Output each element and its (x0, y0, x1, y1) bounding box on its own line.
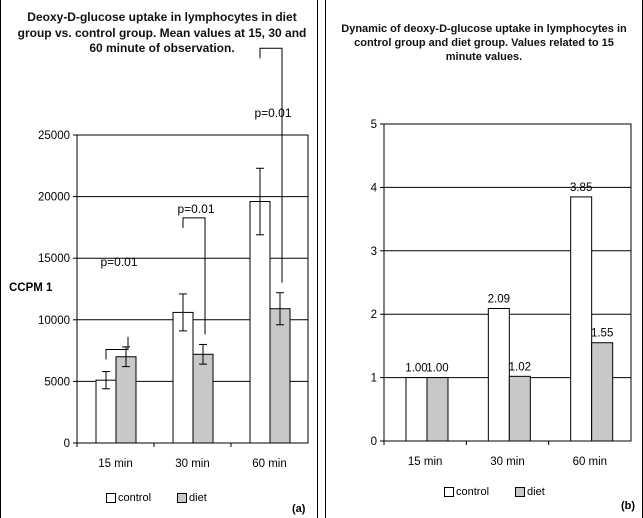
y-tick-label: 0 (371, 436, 377, 448)
data-label: 1.02 (509, 361, 531, 373)
legend-label-control: control (118, 492, 152, 504)
bar-control (570, 196, 593, 442)
x-tick-label: 60 min (252, 458, 287, 470)
legend-item-control: control (106, 492, 151, 504)
legend-swatch-control (106, 493, 116, 503)
chart-title: Deoxy-D-glucose uptake in lymphocytes in… (17, 10, 307, 55)
data-label: 3.85 (570, 182, 592, 194)
panel-b-left-border (325, 0, 326, 518)
x-tick-label: 15 min (98, 458, 133, 470)
legend-swatch-control (444, 487, 454, 497)
legend: control diet (444, 486, 571, 498)
x-tick-label: 30 min (175, 458, 210, 470)
y-axis-label: CCPM 1 (9, 282, 53, 294)
bar-control (487, 307, 510, 442)
panel-tag-a: (a) (292, 503, 306, 515)
legend-swatch-diet (515, 487, 526, 497)
bar-control (95, 379, 117, 444)
data-label: 1.55 (591, 328, 613, 340)
chart-panel-a: Deoxy-D-glucose uptake in lymphocytes in… (0, 0, 318, 518)
y-tick-label: 0 (64, 438, 70, 450)
legend-swatch-diet (177, 493, 188, 503)
legend-label-diet: diet (527, 486, 545, 498)
legend: control diet (106, 492, 233, 504)
y-tick-label: 3 (371, 246, 377, 258)
significance-bracket (259, 47, 283, 283)
bar-diet (269, 308, 291, 444)
y-tick-label: 1 (371, 373, 377, 385)
bar-diet (426, 377, 449, 442)
bar-chart-b: 0 1 2 3 4 5 1.00 2.09 3.85 1.00 1.02 1.55 15 min 30 m… (371, 119, 632, 468)
x-tick-label: 60 min (573, 456, 608, 468)
legend-label-diet: diet (189, 492, 207, 504)
bar-chart-a: 0 5000 10000 15000 20000 25000 p=0.01 p=0.01 p=0… (38, 47, 309, 470)
panel-tag-b: (b) (621, 500, 636, 512)
legend-item-control: control (444, 486, 489, 498)
significance-bracket (182, 217, 206, 335)
y-tick-label: 25000 (38, 130, 70, 142)
chart-title: Dynamic of deoxy-D-glucose uptake in lym… (341, 23, 627, 63)
panel-a-right-border (317, 0, 318, 518)
data-label: 1.00 (405, 363, 427, 375)
legend-label-control: control (456, 486, 490, 498)
y-tick-label: 5 (371, 119, 377, 131)
y-tick-label: 10000 (38, 315, 70, 327)
significance-label: p=0.01 (100, 255, 137, 269)
bar-diet (591, 342, 614, 442)
data-label: 2.09 (488, 293, 510, 305)
y-tick-label: 4 (371, 182, 378, 194)
y-tick-label: 15000 (38, 253, 70, 265)
legend-item-diet: diet (177, 492, 207, 504)
significance-label: p=0.01 (177, 202, 214, 216)
bar-diet (192, 353, 214, 444)
x-tick-label: 30 min (490, 456, 525, 468)
bar-control (249, 201, 271, 444)
panel-a-left-border (0, 0, 1, 518)
y-tick-label: 2 (371, 309, 377, 321)
y-tick-label: 5000 (44, 376, 70, 388)
bar-control (405, 377, 428, 442)
y-tick-label: 20000 (38, 192, 70, 204)
plot-area (383, 123, 632, 442)
data-label: 1.00 (426, 363, 448, 375)
legend-item-diet: diet (515, 486, 545, 498)
plot-area (76, 134, 309, 444)
significance-bracket (105, 336, 129, 360)
x-tick-label: 15 min (408, 456, 443, 468)
significance-label: p=0.01 (254, 106, 291, 120)
chart-panel-b: Dynamic of deoxy-D-glucose uptake in lym… (325, 0, 643, 518)
bar-diet (115, 356, 137, 444)
bar-diet (508, 375, 531, 442)
bar-control (172, 311, 194, 444)
